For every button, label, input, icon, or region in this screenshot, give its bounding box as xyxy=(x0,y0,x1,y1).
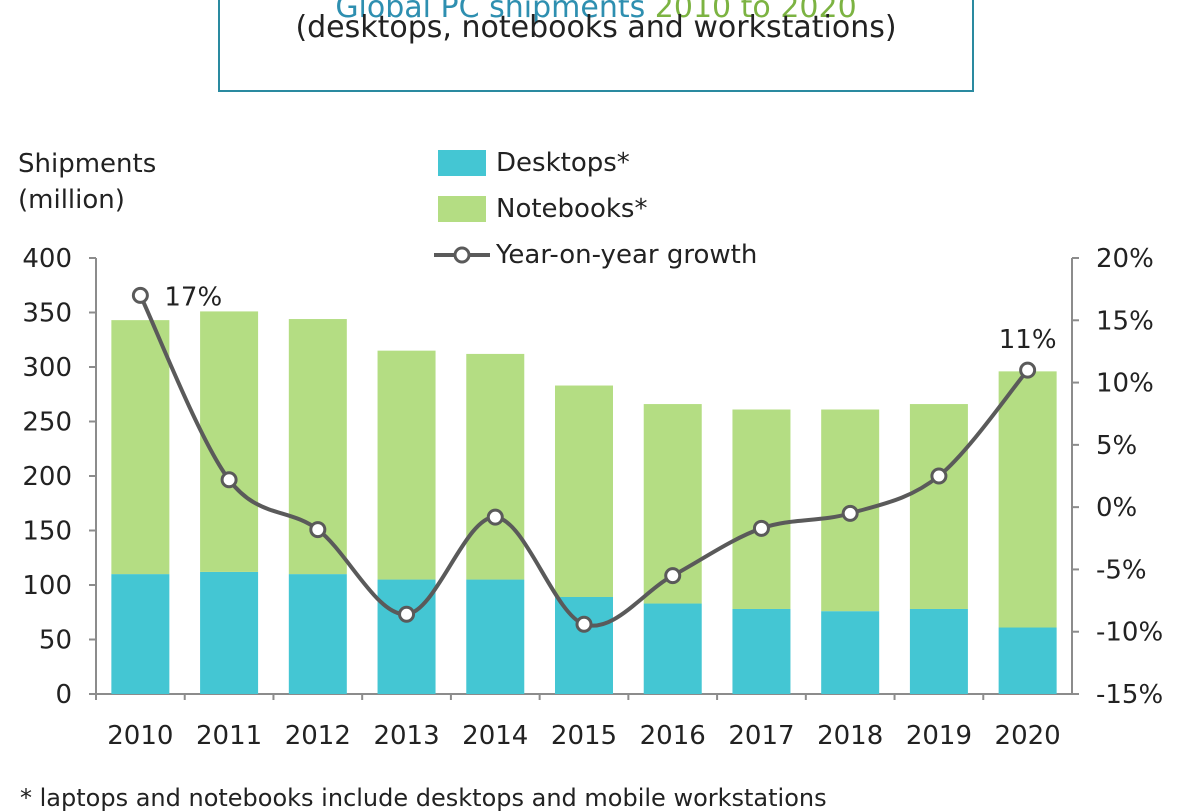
footnote: * laptops and notebooks include desktops… xyxy=(20,784,827,812)
growth-point xyxy=(220,471,238,489)
x-tick-label: 2012 xyxy=(285,721,351,751)
legend-item-desktops: Desktops* xyxy=(430,140,757,186)
chart-title-years: 2010 to 2020 xyxy=(654,0,857,25)
x-tick-label: 2010 xyxy=(107,721,173,751)
legend: Desktops* Notebooks* Year-on-year growth xyxy=(430,140,757,278)
bar-desktops xyxy=(998,627,1057,694)
legend-label-desktops: Desktops* xyxy=(496,148,630,178)
title-box: Global PC shipments 2010 to 2020 (deskto… xyxy=(218,0,974,92)
y-right-tick-label: -15% xyxy=(1096,680,1163,710)
x-tick-label: 2020 xyxy=(995,721,1061,751)
growth-point xyxy=(664,567,682,585)
growth-point xyxy=(930,467,948,485)
bar-notebooks xyxy=(200,311,259,572)
bar-desktops xyxy=(288,574,347,694)
bar-desktops xyxy=(111,574,170,694)
y-left-tick-label: 100 xyxy=(22,571,72,601)
y-axis-label-line2: (million) xyxy=(18,185,125,215)
y-left-tick-label: 50 xyxy=(39,626,72,656)
growth-point xyxy=(486,508,504,526)
legend-label-growth: Year-on-year growth xyxy=(496,240,758,270)
legend-swatch-desktops xyxy=(438,150,486,176)
bar-desktops xyxy=(821,611,880,694)
x-tick-label: 2017 xyxy=(728,721,794,751)
y-left-tick-label: 350 xyxy=(22,299,72,329)
bar-notebooks xyxy=(732,409,791,609)
bar-desktops xyxy=(643,603,702,694)
chart-subtitle: (desktops, notebooks and workstations) xyxy=(295,10,897,45)
x-tick-label: 2013 xyxy=(373,721,439,751)
legend-item-growth: Year-on-year growth xyxy=(430,232,757,278)
x-tick-label: 2014 xyxy=(462,721,528,751)
x-tick-label: 2015 xyxy=(551,721,617,751)
bar-notebooks xyxy=(466,353,525,580)
y-right-tick-label: -10% xyxy=(1096,618,1163,648)
growth-point xyxy=(398,605,416,623)
y-right-tick-label: 10% xyxy=(1096,369,1154,399)
y-axis-label: Shipments (million) xyxy=(18,146,156,218)
legend-swatch-notebooks xyxy=(438,196,486,222)
bar-desktops xyxy=(377,579,436,694)
chart-title: Global PC shipments 2010 to 2020 xyxy=(220,0,972,25)
growth-line xyxy=(138,294,1030,628)
y-left-tick-label: 200 xyxy=(22,462,72,492)
y-left-tick-label: 250 xyxy=(22,408,72,438)
growth-point xyxy=(841,504,859,522)
y-left-tick-label: 300 xyxy=(22,353,72,383)
legend-swatch-growth xyxy=(434,246,490,264)
growth-data-label-2020: 11% xyxy=(999,325,1057,355)
x-tick-label: 2016 xyxy=(640,721,706,751)
y-right-tick-label: -5% xyxy=(1096,555,1147,585)
x-tick-label: 2018 xyxy=(817,721,883,751)
chart-title-prefix: Global PC shipments xyxy=(335,0,646,25)
y-left-tick-label: 150 xyxy=(22,517,72,547)
y-right-tick-label: 5% xyxy=(1096,431,1137,461)
x-tick-label: 2011 xyxy=(196,721,262,751)
growth-point xyxy=(309,521,327,539)
growth-data-label-2010: 17% xyxy=(164,282,222,312)
growth-point xyxy=(575,615,593,633)
bar-notebooks xyxy=(555,385,613,597)
y-right-tick-label: 15% xyxy=(1096,306,1154,336)
bar-desktops xyxy=(200,571,259,694)
x-tick-label: 2019 xyxy=(906,721,972,751)
bar-desktops xyxy=(732,608,791,694)
legend-item-notebooks: Notebooks* xyxy=(430,186,757,232)
growth-point xyxy=(131,286,149,304)
y-left-tick-label: 400 xyxy=(22,244,72,274)
bar-notebooks xyxy=(998,371,1057,628)
bar-notebooks xyxy=(111,320,170,575)
y-right-tick-label: 20% xyxy=(1096,244,1154,274)
y-right-tick-label: 0% xyxy=(1096,493,1137,523)
y-axis-label-line1: Shipments xyxy=(18,149,157,179)
y-left-tick-label: 0 xyxy=(55,680,72,710)
bar-notebooks xyxy=(909,404,968,609)
legend-label-notebooks: Notebooks* xyxy=(496,194,648,224)
bar-notebooks xyxy=(377,350,436,580)
bar-desktops xyxy=(466,579,525,694)
growth-point xyxy=(1019,361,1037,379)
growth-point xyxy=(752,519,770,537)
bar-desktops xyxy=(555,596,613,694)
bar-desktops xyxy=(909,608,968,694)
